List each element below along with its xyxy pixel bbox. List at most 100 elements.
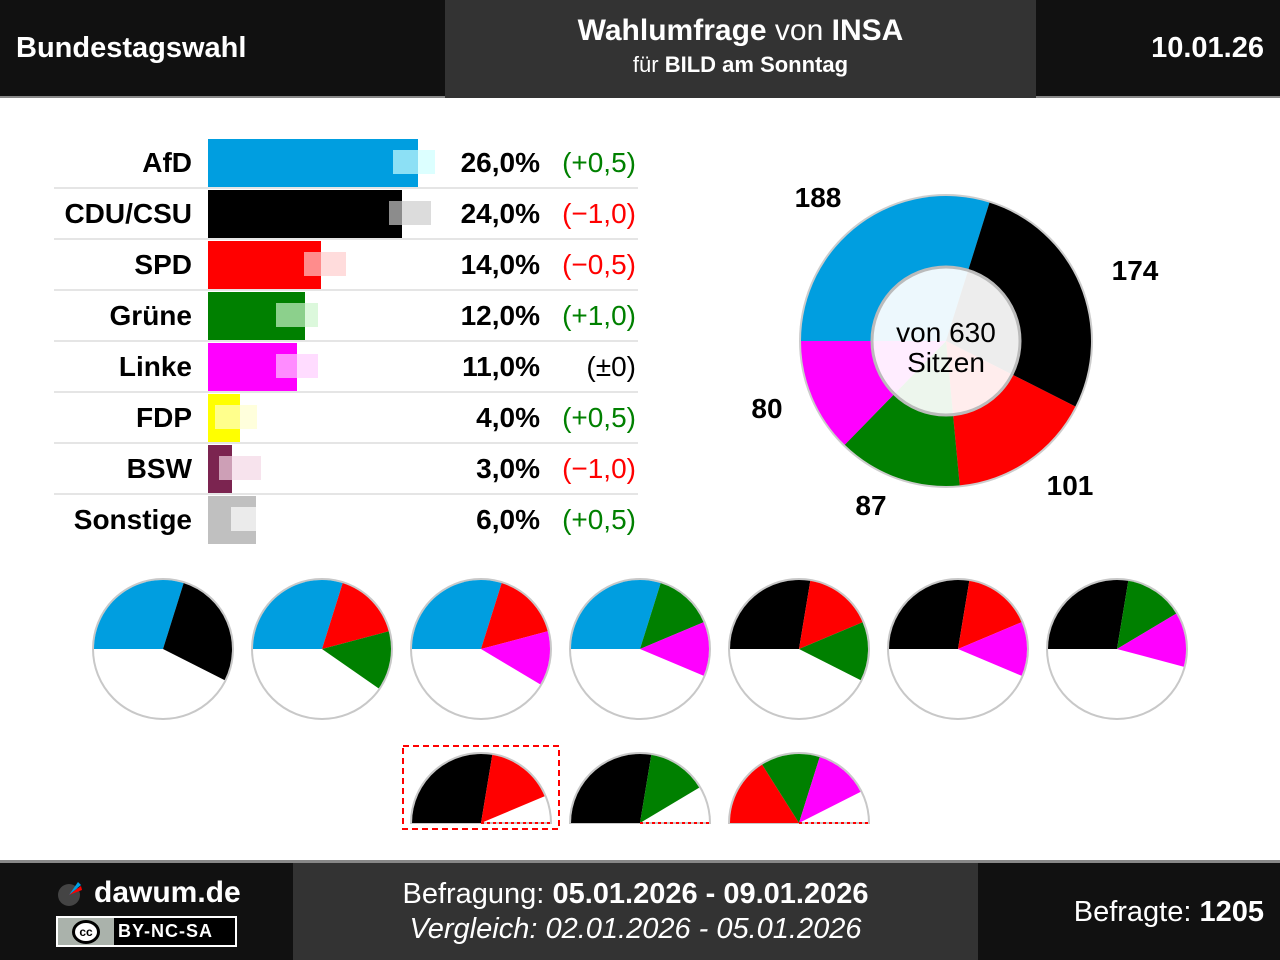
license-badge[interactable]: cc BY-NC-SA xyxy=(56,916,237,947)
seat-label-afd: 188 xyxy=(795,182,842,213)
footer: dawum.de cc BY-NC-SA Befragung: 05.01.20… xyxy=(0,860,1280,960)
coalition-slice xyxy=(1048,579,1129,649)
poll-title: Wahlumfrage von INSA für BILD am Sonntag xyxy=(445,0,1036,98)
bar-row: FDP 4,0% (+0,5) xyxy=(54,393,638,444)
party-label: FDP xyxy=(136,402,192,433)
election-title: Bundestagswahl xyxy=(16,32,247,64)
coalition-slice xyxy=(958,580,1022,649)
coalition-slice xyxy=(730,764,799,823)
bar-row: Grüne 12,0% (+1,0) xyxy=(54,291,638,342)
bar xyxy=(208,241,322,289)
coalition-slice xyxy=(799,622,868,681)
coalition-slice xyxy=(640,583,704,649)
coalition-slice xyxy=(253,580,343,649)
license-text: BY-NC-SA xyxy=(118,921,214,941)
donut-center-line1: von 630 xyxy=(896,317,996,348)
value-label: 11,0% xyxy=(462,351,540,382)
value-label: 4,0% xyxy=(476,402,540,433)
coalition-slice xyxy=(481,583,548,649)
institute: INSA xyxy=(831,14,904,47)
value-label: 24,0% xyxy=(460,198,540,229)
seat-label-gruene: 87 xyxy=(855,490,886,521)
coalition-slice xyxy=(799,757,861,823)
donut-center xyxy=(870,265,1022,417)
change-label: (−1,0) xyxy=(562,453,636,484)
change-label: (+0,5) xyxy=(562,504,636,535)
coalition-slice xyxy=(571,580,661,649)
bar-row: SPD 14,0% (−0,5) xyxy=(54,240,638,291)
party-label: SPD xyxy=(134,249,192,280)
value-label: 26,0% xyxy=(460,147,540,178)
previous-marker-overlay xyxy=(219,456,262,480)
respondents-count: 1205 xyxy=(1199,896,1264,928)
coalition-slice xyxy=(730,579,811,649)
bar-row: AfD 26,0% (+0,5) xyxy=(54,138,638,189)
previous-marker-overlay xyxy=(275,303,318,327)
coalition-slice xyxy=(93,580,184,649)
value-label: 6,0% xyxy=(476,504,540,535)
dawum-logo[interactable]: dawum.de xyxy=(56,876,241,910)
coalition-slice xyxy=(889,579,970,649)
bar xyxy=(208,190,402,238)
change-label: (−0,5) xyxy=(562,249,636,280)
coalition-slice xyxy=(640,754,700,823)
coalition-slice xyxy=(799,580,863,649)
party-label: Sonstige xyxy=(73,504,192,535)
title-main: Wahlumfrage xyxy=(577,14,767,47)
bar-row: Linke 11,0% (±0) xyxy=(54,342,638,393)
coalition-slice xyxy=(163,583,232,681)
change-label: (−1,0) xyxy=(562,198,636,229)
previous-marker-overlay xyxy=(231,507,274,531)
coalition-slice xyxy=(640,622,710,676)
change-label: (+0,5) xyxy=(562,402,636,433)
party-label: Grüne xyxy=(109,300,192,331)
party-label: BSW xyxy=(126,453,192,484)
bar-row: CDU/CSU 24,0% (−1,0) xyxy=(54,189,638,240)
change-label: (+0,5) xyxy=(562,147,636,178)
bar xyxy=(208,139,419,187)
seat-label-cdu: 174 xyxy=(1112,255,1159,286)
site-name: dawum.de xyxy=(94,876,241,909)
coalition-slice xyxy=(322,631,392,689)
coalition-slice xyxy=(1117,580,1177,649)
compare-dates: Vergleich: 02.01.2026 - 05.01.2026 xyxy=(409,913,862,945)
coalition-slice xyxy=(571,754,652,823)
bar-row: BSW 3,0% (−1,0) xyxy=(54,444,638,495)
client: BILD am Sonntag xyxy=(664,52,849,77)
coalition-slice xyxy=(762,754,820,823)
survey-dates: 05.01.2026 - 09.01.2026 xyxy=(552,878,869,910)
change-label: (+1,0) xyxy=(562,300,636,331)
sub-pre: für xyxy=(632,52,665,77)
title-von: von xyxy=(766,14,832,47)
poll-date: 10.01.26 xyxy=(1151,32,1264,64)
coalition-slice xyxy=(322,583,389,649)
coalition-slice xyxy=(412,754,493,823)
previous-marker-overlay xyxy=(304,252,347,276)
value-label: 14,0% xyxy=(460,249,540,280)
header: Bundestagswahl Wahlumfrage von INSA für … xyxy=(0,0,1280,98)
donut-center-line2: Sitzen xyxy=(907,347,985,378)
previous-marker-overlay xyxy=(275,354,318,378)
survey-info: Befragung: 05.01.2026 - 09.01.2026 Vergl… xyxy=(293,863,978,960)
seat-label-spd: 101 xyxy=(1047,470,1094,501)
coalition-slice xyxy=(481,754,545,823)
change-label: (±0) xyxy=(586,351,636,382)
party-label: Linke xyxy=(118,351,192,382)
respondents-label: Befragte: xyxy=(1073,896,1200,928)
survey-label: Befragung: xyxy=(402,878,553,910)
party-label: CDU/CSU xyxy=(64,198,192,229)
pie-logo-icon xyxy=(58,882,82,906)
coalition-slice xyxy=(481,631,550,685)
value-label: 12,0% xyxy=(460,300,540,331)
previous-marker-overlay xyxy=(215,405,258,429)
respondents: Befragte: 1205 xyxy=(1074,896,1264,929)
previous-marker-overlay xyxy=(393,150,436,174)
coalition-slice xyxy=(412,580,502,649)
previous-marker-overlay xyxy=(389,201,431,225)
value-label: 3,0% xyxy=(476,453,540,484)
party-label: AfD xyxy=(142,147,192,178)
bar-row: Sonstige 6,0% (+0,5) xyxy=(54,495,638,546)
seat-label-linke: 80 xyxy=(751,393,782,424)
coalition-slice xyxy=(958,622,1027,676)
